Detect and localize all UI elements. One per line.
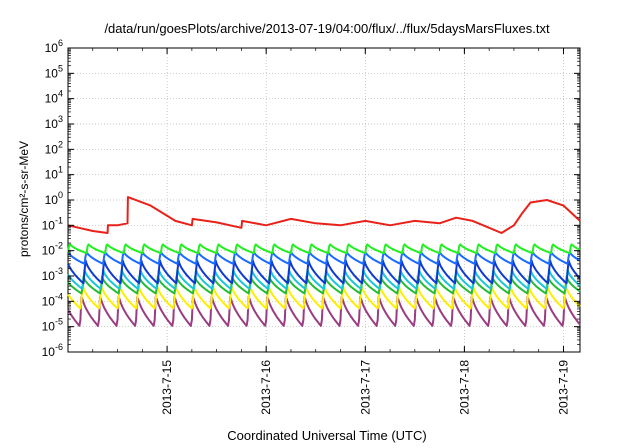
- y-tick-label: 10-3: [42, 266, 63, 283]
- series-layer: [67, 196, 581, 327]
- x-axis-label: Coordinated Universal Time (UTC): [227, 428, 426, 443]
- x-tick-label: 2013-7-15: [160, 360, 174, 415]
- x-tick-label: 2013-7-18: [457, 360, 471, 415]
- y-tick-label: 104: [45, 89, 63, 106]
- y-axis: 106 105 104 103 102 101 100 10-1 10-2 10-3 10-4 10-…: [42, 38, 580, 359]
- series-line-4: [67, 268, 581, 290]
- x-tick-label: 2013-7-19: [556, 360, 570, 415]
- y-tick-label: 105: [45, 63, 63, 80]
- x-tick-label: 2013-7-16: [259, 360, 273, 415]
- chart-title: /data/run/goesPlots/archive/2013-07-19/0…: [104, 21, 550, 36]
- y-axis-label: protons/cm²-s-sr-MeV: [17, 141, 31, 257]
- series-line-2: [67, 251, 581, 265]
- series-line-1: [67, 243, 581, 255]
- y-tick-label: 10-5: [42, 317, 63, 334]
- y-tick-label: 10-2: [42, 241, 63, 258]
- y-tick-label: 101: [45, 165, 63, 182]
- x-tick-label: 2013-7-17: [358, 360, 372, 415]
- y-tick-label: 100: [45, 190, 63, 207]
- y-tick-label: 10-1: [42, 215, 63, 232]
- grid-lines: [68, 48, 580, 352]
- y-tick-label: 10-4: [42, 291, 63, 308]
- y-tick-label: 10-6: [42, 342, 63, 359]
- series-line-3: [67, 259, 581, 285]
- y-tick-label: 103: [45, 114, 63, 131]
- x-axis: 2013-7-15 2013-7-16 2013-7-17 2013-7-18 2013…: [67, 48, 570, 415]
- y-tick-label: 102: [45, 139, 63, 156]
- y-tick-label: 106: [45, 38, 63, 55]
- series-line-0: [67, 196, 581, 234]
